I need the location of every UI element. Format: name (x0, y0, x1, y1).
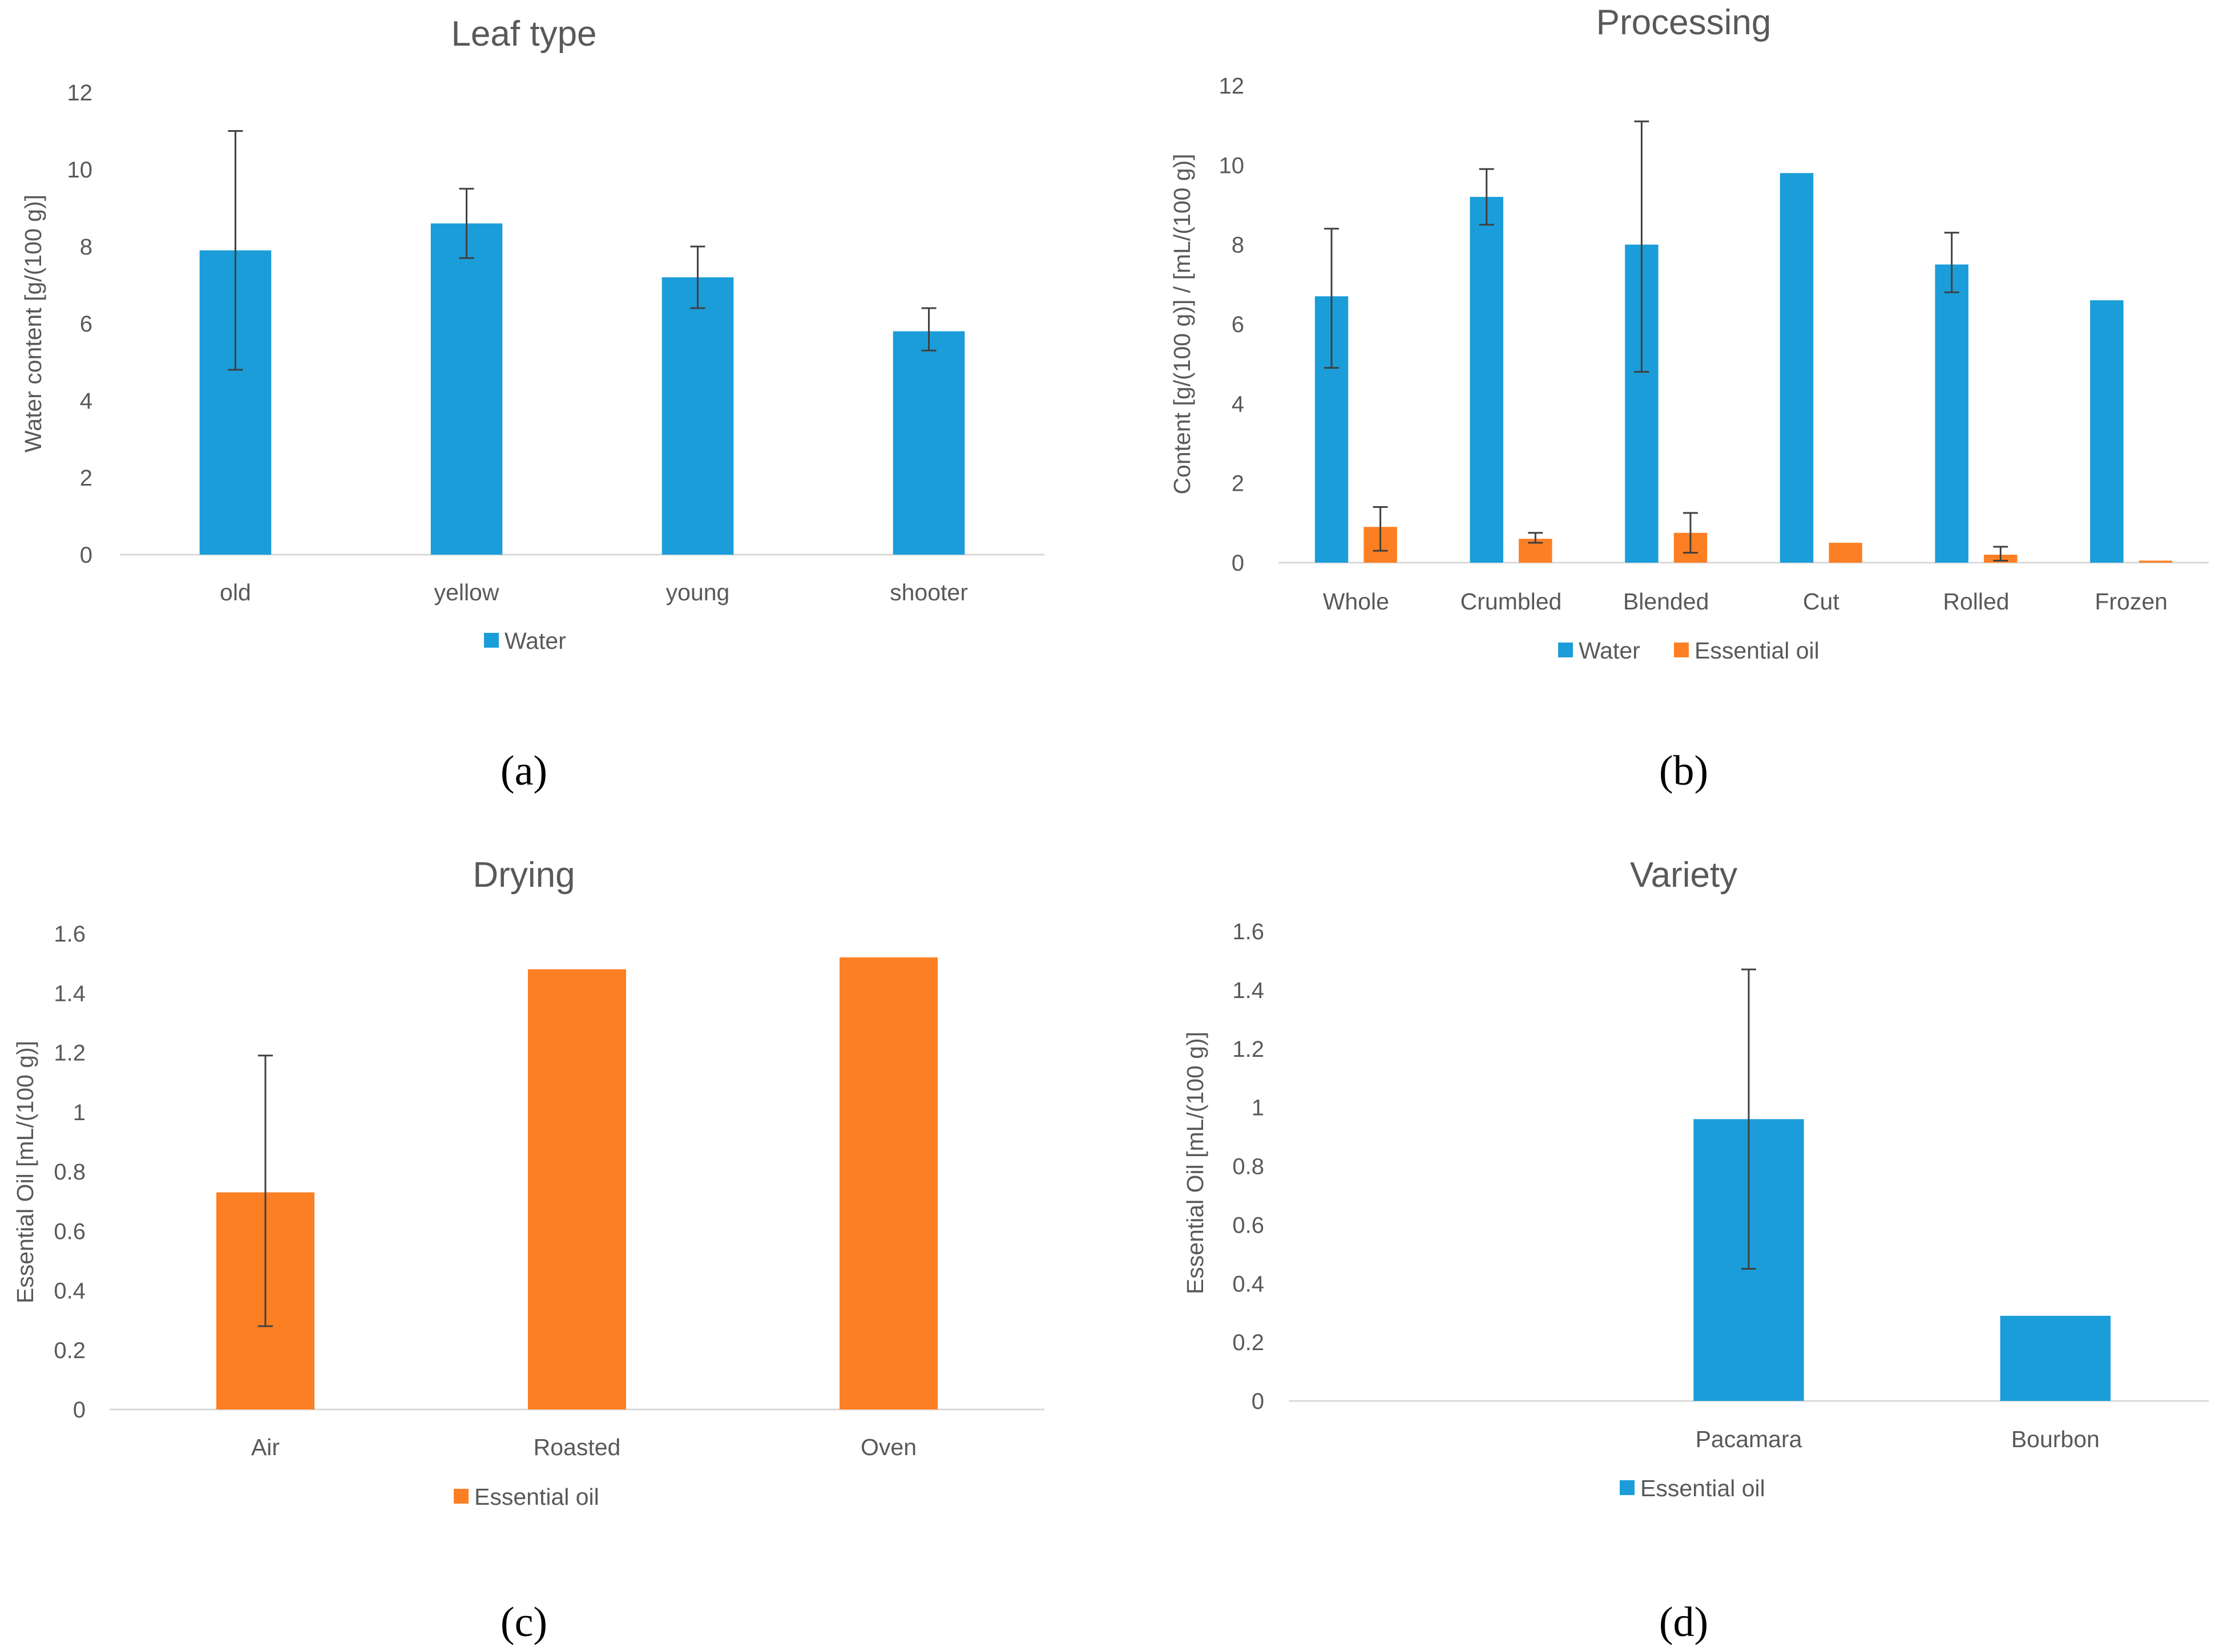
y-tick-label: 12 (1219, 74, 1245, 99)
bar-essential-oil (528, 969, 626, 1409)
y-tick-label: 0.8 (54, 1160, 86, 1185)
y-axis-title: Content [g/(100 g)] / [mL/(100 g)] (1169, 154, 1195, 494)
bar-water (893, 331, 965, 555)
y-tick-label: 1.6 (1232, 919, 1264, 944)
y-tick-label: 1.2 (1232, 1037, 1264, 1062)
x-tick-label: yellow (434, 579, 499, 605)
x-tick-label: Air (251, 1434, 280, 1460)
chart-title: Leaf type (451, 14, 596, 54)
chart-title: Drying (473, 855, 575, 895)
legend-swatch (484, 633, 499, 648)
y-tick-label: 0.4 (1232, 1271, 1264, 1296)
legend-swatch (1620, 1480, 1635, 1495)
x-tick-label: shooter (890, 579, 968, 605)
y-tick-label: 12 (67, 80, 93, 106)
legend-swatch (1558, 643, 1573, 657)
chart-panel-d: Variety Essential Oil [mL/(100 g)] 0 0.2 0.4… (1182, 855, 2209, 1646)
x-tick-label: Oven (861, 1434, 917, 1460)
y-tick-label: 10 (67, 157, 93, 183)
y-tick-label: 0 (80, 543, 92, 568)
x-tick-label: Cut (1803, 588, 1839, 615)
y-axis-title: Water content [g/(100 g)] (20, 195, 46, 453)
y-tick-label: 0.6 (1232, 1213, 1264, 1238)
legend-swatch (454, 1489, 469, 1504)
y-tick-label: 8 (1232, 233, 1244, 258)
y-tick-label: 0.2 (54, 1338, 86, 1363)
panel-label: (a) (501, 748, 547, 794)
y-tick-label: 1 (73, 1100, 86, 1125)
y-tick-label: 4 (80, 389, 92, 414)
bar-water (1470, 197, 1503, 563)
x-tick-label: young (666, 579, 730, 605)
legend-label: Water (1579, 637, 1640, 664)
y-tick-label: 1 (1252, 1096, 1264, 1121)
y-tick-label: 6 (1232, 312, 1244, 337)
bar-essential-oil (2139, 560, 2173, 563)
legend-swatch (1674, 643, 1689, 657)
y-tick-label: 0 (1232, 551, 1244, 576)
chart-panel-a: Leaf type Water content [g/(100 g)] 0 2 4 6 8 1… (20, 14, 1044, 794)
chart-panel-c: Drying Essential Oil [mL/(100 g)] 0 0.2 0.4 0… (12, 855, 1044, 1646)
bar-water (661, 277, 734, 555)
chart-title: Processing (1596, 3, 1772, 42)
legend-label: Water (505, 628, 566, 654)
chart-panel-b: Processing Content [g/(100 g)] / [mL/(100… (1169, 3, 2209, 794)
x-tick-label: Crumbled (1460, 588, 1562, 615)
y-tick-label: 8 (80, 235, 92, 260)
panel-label: (d) (1659, 1599, 1708, 1646)
y-tick-label: 1.4 (54, 981, 86, 1006)
y-tick-label: 0 (1252, 1389, 1264, 1414)
legend-label: Essential oil (474, 1484, 599, 1510)
y-tick-label: 0.2 (1232, 1330, 1264, 1355)
bar-essential-oil (840, 957, 938, 1409)
y-tick-label: 10 (1219, 153, 1245, 178)
bar-water (1935, 264, 1968, 563)
legend-label: Essential oil (1694, 637, 1819, 664)
y-tick-label: 0 (73, 1397, 86, 1423)
y-tick-label: 0.6 (54, 1219, 86, 1244)
y-tick-label: 4 (1232, 391, 1244, 417)
y-axis-title: Essential Oil [mL/(100 g)] (1182, 1032, 1208, 1294)
x-tick-label: Bourbon (2011, 1426, 2100, 1452)
y-tick-label: 0.8 (1232, 1154, 1264, 1180)
y-axis-title: Essential Oil [mL/(100 g)] (12, 1041, 38, 1303)
y-tick-label: 1.2 (54, 1041, 86, 1066)
bar-essential-oil (2000, 1315, 2111, 1401)
bar-water (2090, 300, 2124, 563)
y-tick-label: 1.4 (1232, 978, 1264, 1003)
x-tick-label: Whole (1323, 588, 1389, 615)
x-tick-label: Roasted (534, 1434, 621, 1460)
panel-label: (c) (501, 1599, 547, 1646)
y-tick-label: 2 (1232, 471, 1244, 496)
x-tick-label: Pacamara (1696, 1426, 1802, 1452)
y-tick-label: 6 (80, 312, 92, 337)
x-tick-label: Blended (1623, 588, 1709, 615)
y-tick-label: 2 (80, 466, 92, 491)
y-tick-label: 0.4 (54, 1279, 86, 1304)
chart-title: Variety (1630, 855, 1737, 895)
x-tick-label: old (220, 579, 251, 605)
bar-water (430, 223, 503, 555)
bar-essential-oil (1829, 543, 1862, 563)
x-tick-label: Frozen (2095, 588, 2168, 615)
panel-label: (b) (1659, 748, 1708, 794)
y-tick-label: 1.6 (54, 922, 86, 947)
legend-label: Essential oil (1640, 1475, 1765, 1501)
bar-water (1780, 173, 1814, 563)
x-tick-label: Rolled (1943, 588, 2009, 615)
